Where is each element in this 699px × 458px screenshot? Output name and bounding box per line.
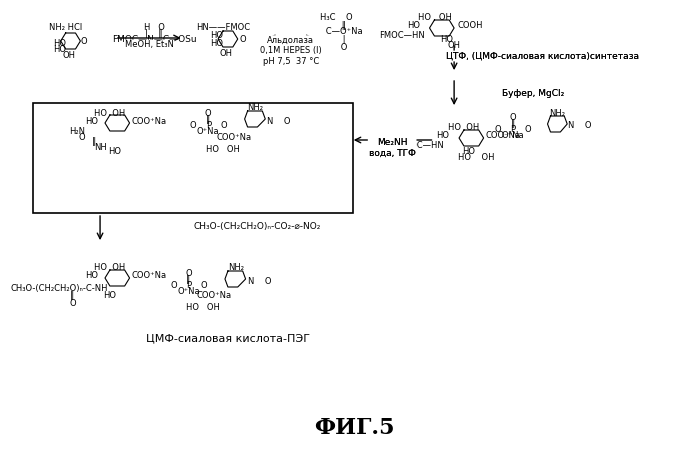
Text: Буфер, MgCl₂: Буфер, MgCl₂ xyxy=(502,88,564,98)
Text: HO   OH: HO OH xyxy=(187,304,220,312)
Text: HO    OH: HO OH xyxy=(458,153,494,163)
Text: COO⁺Na: COO⁺Na xyxy=(131,116,166,125)
Text: O: O xyxy=(185,268,192,278)
Text: ‖: ‖ xyxy=(206,114,210,124)
Text: OH: OH xyxy=(62,51,75,60)
Text: Me₂NH
вода, ТГФ: Me₂NH вода, ТГФ xyxy=(368,138,416,158)
Text: O: O xyxy=(525,125,531,135)
Text: H   O: H O xyxy=(144,23,164,33)
Text: OH: OH xyxy=(447,42,461,50)
Text: H₂N: H₂N xyxy=(69,126,85,136)
Text: NH₂: NH₂ xyxy=(549,109,565,118)
Text: NH₂: NH₂ xyxy=(228,263,244,273)
Text: COO⁻Na: COO⁻Na xyxy=(486,131,521,141)
Text: NH: NH xyxy=(94,142,106,152)
Text: O: O xyxy=(510,114,517,122)
Text: HO: HO xyxy=(440,36,453,44)
Text: O⁺Na: O⁺Na xyxy=(178,287,200,295)
Text: ЦТФ, (ЦМФ-сиаловая кислота)синтетаза: ЦТФ, (ЦМФ-сиаловая кислота)синтетаза xyxy=(446,51,639,60)
Text: O: O xyxy=(79,133,85,142)
Text: ‖: ‖ xyxy=(326,22,346,31)
Text: ‖: ‖ xyxy=(71,291,75,300)
Text: O⁺Na: O⁺Na xyxy=(502,131,524,141)
Text: OH: OH xyxy=(219,49,233,59)
Text: O: O xyxy=(495,125,501,135)
Text: HO: HO xyxy=(85,272,98,280)
Text: O: O xyxy=(240,34,246,44)
Text: CH₃O-(CH₂CH₂O)ₙ-C-NH: CH₃O-(CH₂CH₂O)ₙ-C-NH xyxy=(10,284,108,293)
Text: P: P xyxy=(510,125,516,135)
Text: FMOC—N—C—OSu: FMOC—N—C—OSu xyxy=(112,36,196,44)
Text: HO: HO xyxy=(210,38,223,48)
Text: HO   OH: HO OH xyxy=(206,146,240,154)
Text: |    ‖: | ‖ xyxy=(145,29,163,38)
Text: COOH: COOH xyxy=(457,21,482,29)
Text: FMOC—HN: FMOC—HN xyxy=(398,142,445,151)
Text: COO⁺Na: COO⁺Na xyxy=(131,272,166,280)
Text: O: O xyxy=(325,44,347,53)
Text: ЦМФ-сиаловая кислота-ПЭГ: ЦМФ-сиаловая кислота-ПЭГ xyxy=(146,333,310,343)
Text: |: | xyxy=(327,36,345,44)
Text: HO  OH: HO OH xyxy=(448,124,480,132)
Text: HO: HO xyxy=(407,22,419,31)
Text: ФИГ.5: ФИГ.5 xyxy=(315,417,395,439)
Text: NH₂: NH₂ xyxy=(247,104,264,113)
Text: HO   OH: HO OH xyxy=(417,13,452,22)
Text: HO: HO xyxy=(52,45,66,55)
Text: HO: HO xyxy=(103,291,117,300)
Text: O: O xyxy=(80,37,87,45)
Text: Буфер, MgCl₂: Буфер, MgCl₂ xyxy=(502,88,564,98)
Text: MeOH, Et₃N: MeOH, Et₃N xyxy=(125,40,173,49)
Text: ‖: ‖ xyxy=(187,274,191,284)
Text: FMOC—HN: FMOC—HN xyxy=(379,32,424,40)
Text: O: O xyxy=(220,120,226,130)
Text: CH₃O-(CH₂CH₂O)ₙ-CO₂-⌀-NO₂: CH₃O-(CH₂CH₂O)ₙ-CO₂-⌀-NO₂ xyxy=(194,222,321,230)
Text: P: P xyxy=(206,120,211,130)
Text: Альдолаза
0,1M HEPES (l)
pH 7,5  37 °C: Альдолаза 0,1M HEPES (l) pH 7,5 37 °C xyxy=(260,36,322,66)
Text: Me₂NH
вода, ТГФ: Me₂NH вода, ТГФ xyxy=(368,138,416,158)
Text: HO  OH: HO OH xyxy=(94,109,126,118)
Text: P: P xyxy=(186,280,191,289)
Text: HO: HO xyxy=(462,147,475,156)
Text: O: O xyxy=(170,280,177,289)
Text: HO: HO xyxy=(436,131,449,141)
Text: O⁺Na: O⁺Na xyxy=(197,126,219,136)
Text: O: O xyxy=(190,120,196,130)
Text: HO: HO xyxy=(85,116,98,125)
Text: ЦТФ, (ЦМФ-сиаловая кислота)синтетаза: ЦТФ, (ЦМФ-сиаловая кислота)синтетаза xyxy=(446,51,639,60)
Text: ‖: ‖ xyxy=(92,137,96,147)
Text: HO: HO xyxy=(52,38,66,48)
Text: O: O xyxy=(69,299,75,307)
Bar xyxy=(33,103,353,213)
Text: HO: HO xyxy=(210,32,223,40)
Text: N    O: N O xyxy=(267,116,291,125)
Text: N    O: N O xyxy=(247,277,271,285)
Text: COO⁺Na: COO⁺Na xyxy=(196,291,231,300)
Text: C—O⁺Na: C—O⁺Na xyxy=(310,27,362,37)
Text: N    O: N O xyxy=(568,121,591,131)
Text: HO: HO xyxy=(108,147,122,156)
Text: HO  OH: HO OH xyxy=(94,263,126,273)
Text: H₃C    O: H₃C O xyxy=(319,13,352,22)
Text: O: O xyxy=(201,280,207,289)
Text: NH₂ HCl: NH₂ HCl xyxy=(49,23,82,33)
Text: ‖: ‖ xyxy=(511,120,515,129)
Text: HN——FMOC: HN——FMOC xyxy=(196,23,250,33)
Text: O: O xyxy=(205,109,212,118)
Text: COO⁺Na: COO⁺Na xyxy=(216,133,252,142)
